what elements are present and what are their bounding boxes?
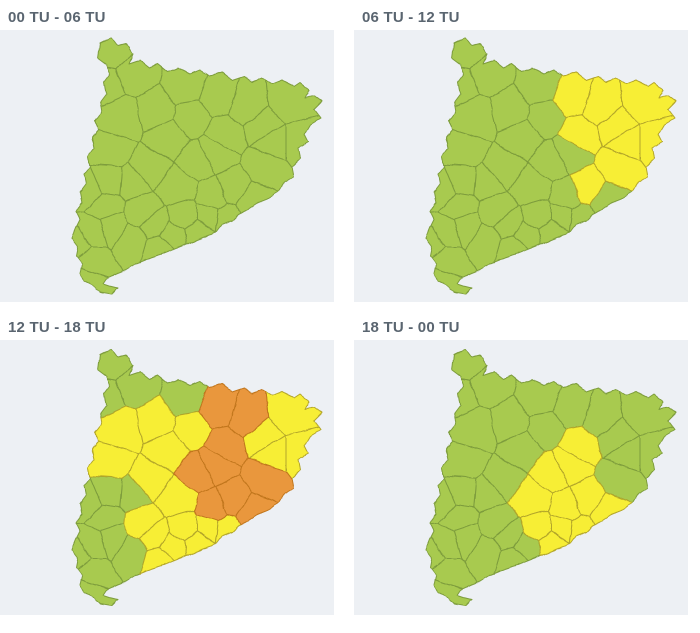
comarques-choropleth-svg: [425, 349, 677, 606]
comarca-terra-alta: [71, 225, 93, 258]
comarca-terra-alta: [425, 536, 447, 570]
warning-map-12-18: [0, 340, 334, 615]
comarca-cerdanya: [512, 67, 563, 105]
comarca-pallars-sobira: [115, 53, 164, 99]
comarca-cerdanya: [512, 378, 563, 417]
comarca-pallars-sobira: [115, 364, 164, 410]
comarca-baix-emporda: [285, 115, 321, 169]
period-panel-18-00: 18 TU - 00 TU: [354, 314, 688, 615]
period-label-00-06: 00 TU - 06 TU: [8, 8, 106, 26]
comarca-baix-ebre: [76, 558, 124, 590]
warning-map-06-12: [354, 30, 688, 302]
period-panel-12-18: 12 TU - 18 TU: [0, 314, 334, 615]
comarca-maresme: [235, 181, 279, 214]
period-panel-00-06: 00 TU - 06 TU: [0, 4, 334, 302]
comarca-cerdanya: [158, 67, 209, 105]
comarca-tarragones: [140, 235, 175, 263]
period-label-12-18: 12 TU - 18 TU: [8, 318, 106, 336]
comarca-pallars-sobira: [469, 53, 518, 99]
comarques-choropleth-svg: [71, 37, 323, 295]
comarca-tarragones: [494, 235, 529, 263]
comarca-maresme: [589, 492, 633, 525]
period-label-18-00: 18 TU - 00 TU: [362, 318, 460, 336]
comarca-tarragones: [140, 547, 175, 575]
comarca-montsia: [433, 267, 473, 295]
comarca-montsia: [79, 267, 119, 295]
comarca-baix-ebre: [430, 246, 478, 279]
warning-map-18-00: [354, 340, 688, 615]
comarca-montsia: [79, 579, 119, 606]
warning-map-00-06: [0, 30, 334, 302]
comarca-tarragones: [494, 547, 529, 575]
comarca-baix-ebre: [76, 246, 124, 279]
period-label-06-12: 06 TU - 12 TU: [362, 8, 460, 26]
comarques-choropleth-svg: [425, 37, 677, 295]
period-panel-06-12: 06 TU - 12 TU: [354, 4, 688, 302]
comarques-choropleth-svg: [71, 349, 323, 606]
comarca-valles-oriental: [569, 162, 608, 207]
comarca-baix-ebre: [430, 558, 478, 590]
comarca-maresme: [235, 492, 279, 525]
comarca-pallars-sobira: [469, 364, 518, 410]
comarca-la-noguera: [87, 440, 139, 479]
comarca-baix-emporda: [639, 115, 675, 169]
comarca-terra-alta: [71, 536, 93, 570]
comarca-baix-emporda: [639, 426, 675, 480]
comarca-baix-emporda: [285, 426, 321, 480]
comarca-terra-alta: [425, 225, 447, 258]
comarca-osona: [557, 114, 602, 156]
comarca-montsia: [433, 579, 473, 606]
period-maps-grid: 00 TU - 06 TU 06 TU - 12 TU 12 TU - 18 T…: [0, 4, 688, 615]
